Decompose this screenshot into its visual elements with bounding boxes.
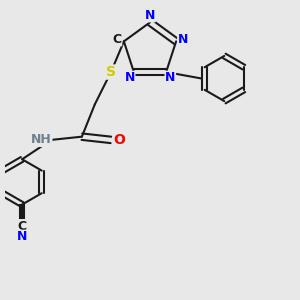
Text: N: N xyxy=(124,71,135,84)
Text: C: C xyxy=(18,220,27,233)
Text: N: N xyxy=(145,9,155,22)
Text: NH: NH xyxy=(31,134,52,146)
Text: N: N xyxy=(165,71,175,84)
Text: O: O xyxy=(113,133,125,147)
Text: C: C xyxy=(112,33,122,46)
Text: N: N xyxy=(178,33,188,46)
Text: N: N xyxy=(17,230,27,243)
Text: S: S xyxy=(106,65,116,79)
